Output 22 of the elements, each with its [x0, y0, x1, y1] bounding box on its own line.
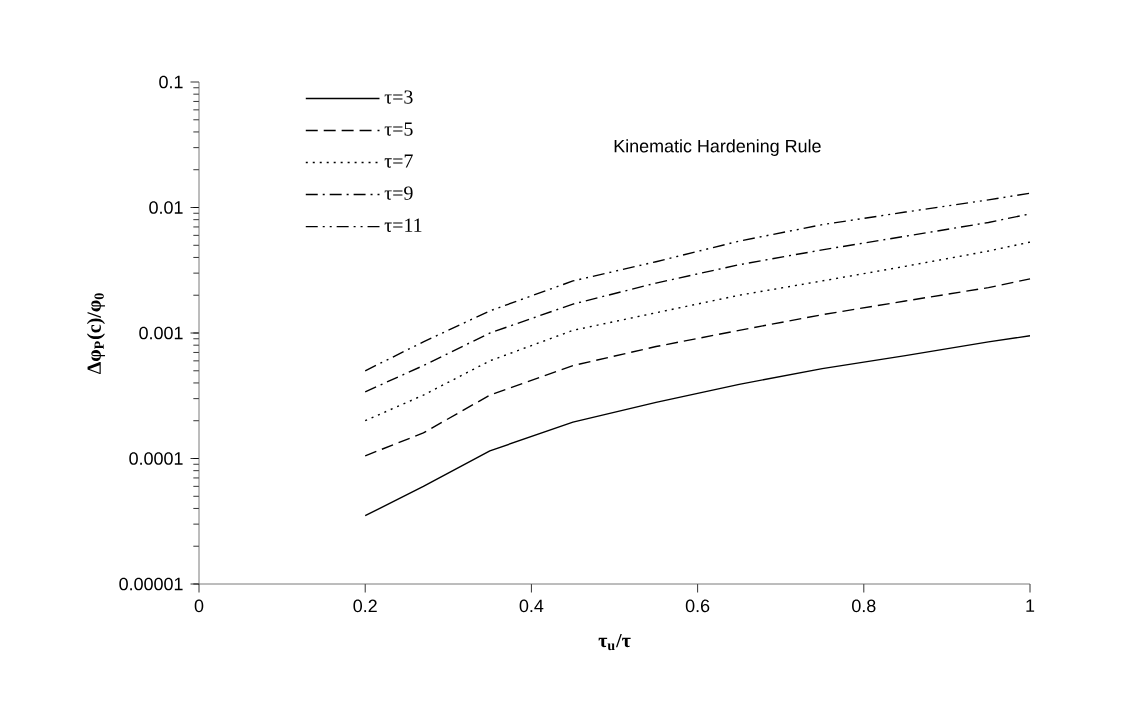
x-tick-label: 0.6 — [685, 599, 710, 613]
y-axis-title: Δφ$_{P}$(c)/φ$_{0}$ — [86, 293, 105, 374]
legend-label: τ=9 — [384, 186, 413, 200]
line-series — [364, 335, 1031, 517]
y-tick-label: 0.00001 — [119, 577, 183, 591]
line-series — [364, 241, 1031, 422]
text: Kinematic Hardening Rule — [614, 139, 821, 156]
legend-label: τ=3 — [384, 90, 413, 104]
line-series — [364, 278, 1031, 457]
x-tick-label: 0.4 — [519, 599, 544, 613]
legend-label: τ=11 — [384, 218, 422, 232]
legend-label: τ=7 — [384, 154, 413, 168]
y-tick-label: 0.01 — [149, 201, 183, 214]
x-tick-label: 1 — [1026, 599, 1035, 612]
y-tick-label: 0.001 — [139, 326, 183, 340]
y-tick-label: 0.0001 — [129, 452, 183, 465]
legend-label: τ=5 — [384, 122, 413, 136]
x-tick-label: 0.2 — [353, 599, 377, 613]
x-tick-label: 0 — [194, 599, 204, 613]
x-axis-title: τ$_{u}$/τ — [598, 633, 631, 651]
x-tick-label: 0.8 — [852, 599, 876, 613]
y-tick-label: 0.1 — [159, 75, 183, 89]
